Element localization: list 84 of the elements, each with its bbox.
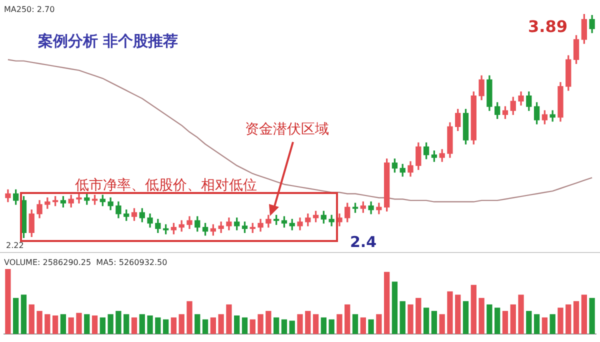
bar bbox=[320, 317, 327, 334]
bar bbox=[218, 314, 224, 334]
bar bbox=[13, 298, 19, 334]
bar bbox=[328, 319, 334, 334]
bar bbox=[400, 301, 406, 334]
bar bbox=[250, 319, 256, 334]
bar bbox=[289, 320, 295, 334]
annotation: 资金潜伏区域 bbox=[245, 122, 329, 138]
bar bbox=[384, 272, 390, 334]
bar bbox=[589, 298, 595, 334]
bar bbox=[510, 304, 516, 334]
bar bbox=[242, 317, 248, 334]
bar bbox=[28, 304, 34, 334]
bar bbox=[336, 314, 342, 334]
bar bbox=[312, 314, 319, 334]
bar bbox=[281, 319, 288, 334]
bar bbox=[581, 294, 587, 334]
bar bbox=[52, 315, 58, 334]
bar bbox=[170, 317, 177, 334]
bar bbox=[431, 310, 438, 334]
annotation: 3.89 bbox=[528, 17, 568, 36]
bar bbox=[439, 314, 445, 334]
bar bbox=[573, 301, 580, 334]
annotation: 低市净率、低股价、相对低位 bbox=[75, 178, 257, 194]
bar bbox=[5, 269, 11, 334]
bar bbox=[502, 310, 508, 334]
bar bbox=[20, 294, 27, 334]
bar bbox=[368, 319, 374, 334]
bar bbox=[258, 314, 264, 334]
bar bbox=[210, 317, 216, 334]
bar bbox=[550, 314, 556, 334]
bar bbox=[92, 315, 98, 334]
bar bbox=[100, 317, 106, 334]
bar bbox=[131, 317, 138, 334]
bar bbox=[534, 314, 540, 334]
bar bbox=[36, 310, 42, 334]
bar bbox=[486, 304, 492, 334]
bar bbox=[462, 301, 469, 334]
bar bbox=[155, 317, 161, 334]
bar bbox=[376, 314, 382, 334]
text: VOLUME: 2586290.25 MA5: 5260932.50 bbox=[4, 258, 168, 268]
bar bbox=[76, 312, 82, 334]
bar bbox=[186, 301, 192, 334]
bar bbox=[162, 319, 169, 334]
bar bbox=[44, 314, 50, 334]
bar bbox=[108, 314, 114, 334]
bar bbox=[478, 298, 484, 334]
bar bbox=[494, 308, 500, 334]
bar bbox=[147, 315, 153, 334]
bar bbox=[305, 310, 311, 334]
bar bbox=[392, 282, 398, 334]
bar bbox=[352, 314, 358, 334]
bar bbox=[558, 308, 564, 334]
bar bbox=[84, 314, 90, 334]
bar bbox=[273, 317, 280, 334]
bar bbox=[423, 308, 430, 334]
bar bbox=[344, 304, 350, 334]
bar bbox=[116, 310, 122, 334]
bar bbox=[226, 304, 232, 334]
bar bbox=[526, 310, 532, 334]
bar bbox=[178, 314, 184, 334]
bar bbox=[124, 314, 130, 334]
bar bbox=[68, 317, 74, 334]
candlestick bbox=[76, 193, 82, 204]
bar bbox=[60, 314, 66, 334]
bar bbox=[234, 315, 240, 334]
bar bbox=[297, 314, 303, 334]
bar bbox=[266, 310, 272, 334]
annotation: 2.4 bbox=[350, 232, 377, 251]
bar bbox=[202, 319, 208, 334]
bar bbox=[518, 294, 524, 334]
bar bbox=[194, 314, 200, 334]
annotation: 案例分析 非个股推荐 bbox=[37, 32, 178, 50]
bar bbox=[470, 284, 476, 334]
bar bbox=[360, 317, 366, 334]
annotation: MA250: 2.70 bbox=[4, 5, 55, 14]
bar bbox=[455, 294, 461, 334]
bar bbox=[408, 304, 414, 334]
bar bbox=[566, 304, 572, 334]
bar bbox=[416, 298, 422, 334]
bar bbox=[542, 317, 548, 334]
text: 2.22 bbox=[6, 241, 24, 250]
bar bbox=[139, 314, 145, 334]
bar bbox=[447, 291, 453, 334]
